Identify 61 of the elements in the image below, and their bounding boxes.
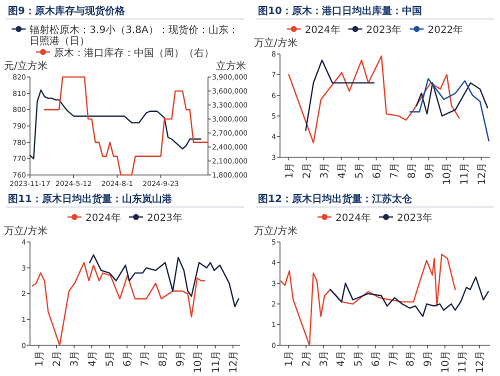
line-series — [32, 262, 206, 346]
x-tick-label: 6月 — [372, 162, 383, 179]
y-axis-title: 万立/方米 — [254, 225, 298, 237]
line-series — [409, 78, 490, 142]
legend-label: 2024年 — [336, 212, 371, 224]
y-axis-title: 万立/方米 — [4, 225, 48, 237]
line-series — [288, 55, 460, 144]
x-tick-label: 4月 — [336, 162, 348, 179]
x-tick-label: 9月 — [423, 350, 434, 367]
legend-label: 2024年 — [304, 24, 340, 36]
legend-label: 原木：港口库存：中国（周）（右） — [54, 47, 214, 59]
x-tick-label: 2月 — [302, 162, 313, 179]
x-tick-label: 3月 — [70, 350, 81, 367]
x-tick-label: 3月 — [319, 162, 330, 179]
x-tick-label: 1月 — [284, 162, 296, 179]
x-tick-label: 8月 — [406, 350, 417, 367]
x-tick-label: 10月 — [193, 350, 204, 373]
x-tick-label: 7月 — [388, 350, 400, 367]
x-tick-label: 1月 — [34, 350, 46, 367]
legend-label: 2024年 — [86, 212, 121, 224]
chart-title: 图12：原木日均出货量：江苏太仓 — [258, 193, 413, 205]
x-tick-label: 5月 — [354, 162, 366, 179]
y-axis-title: 万立/方米 — [254, 37, 298, 49]
x-tick-label: 4月 — [87, 350, 98, 367]
line-series — [280, 254, 456, 346]
x-tick-label: 7月 — [140, 350, 152, 367]
x-tick-label: 5月 — [104, 350, 116, 367]
legend-label: 辐射松原木：3.9小（3.8A）：现货价：山东：日照港（日） — [30, 24, 238, 47]
legend-label: 2023年 — [147, 212, 182, 224]
x-tick-label: 8月 — [406, 162, 418, 179]
legend-label: 2023年 — [366, 24, 402, 36]
x-tick-label: 1月 — [284, 350, 296, 367]
x-tick-label: 12月 — [475, 350, 486, 373]
x-tick-label: 2月 — [52, 350, 63, 367]
x-tick-label: 10月 — [440, 350, 452, 373]
x-tick-label: 11月 — [459, 162, 470, 185]
x-tick-label: 7月 — [389, 162, 400, 179]
legend-label: 2023年 — [397, 212, 432, 224]
x-tick-label: 12月 — [476, 162, 488, 185]
x-tick-label: 12月 — [228, 350, 240, 373]
x-tick-label: 8月 — [158, 350, 169, 367]
x-tick-label: 6月 — [122, 350, 134, 367]
legend-label: 2022年 — [428, 24, 464, 36]
x-tick-label: 11月 — [458, 350, 469, 373]
x-tick-label: 5月 — [354, 350, 365, 367]
chart-title: 图9：原木库存与现货价格 — [8, 5, 126, 17]
x-tick-label: 6月 — [370, 350, 382, 367]
y2-axis-title: 立方米 — [216, 60, 246, 72]
x-tick-label: 9月 — [176, 350, 186, 367]
x-tick-label: 11月 — [210, 350, 222, 373]
x-tick-label: 10月 — [442, 162, 453, 185]
x-tick-label: 3月 — [318, 350, 330, 367]
x-tick-label: 9月 — [424, 162, 436, 179]
chart-title: 图11：原木日均出货量：山东岚山港 — [8, 193, 173, 205]
y-axis-title: 元/立方米 — [4, 60, 48, 72]
x-tick-label: 2月 — [302, 350, 313, 367]
chart-title: 图10：原木：港口日均出库量：中国 — [258, 5, 422, 17]
line-series — [29, 89, 202, 160]
line-series — [330, 276, 489, 317]
line-series — [89, 254, 240, 308]
x-tick-label: 4月 — [336, 350, 348, 367]
